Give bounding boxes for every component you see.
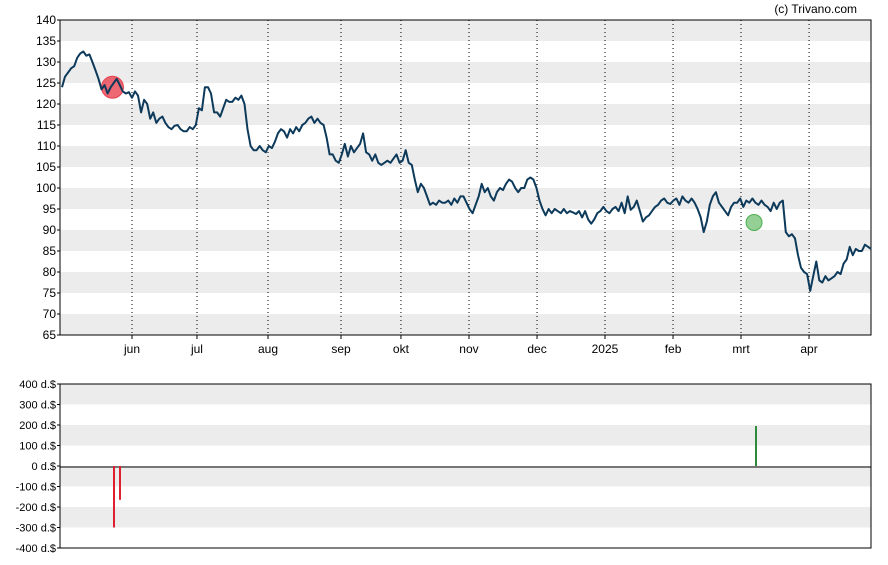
price-y-tick-label: 100 bbox=[36, 181, 56, 195]
price-y-tick-label: 85 bbox=[43, 244, 57, 258]
price-plot-frame bbox=[59, 19, 872, 336]
price-x-axis: jun jul aug sep okt nov dec 2025 feb mrt apr bbox=[123, 335, 818, 356]
credit-text: (c) Trivano.com bbox=[774, 2, 857, 16]
grid-band bbox=[60, 272, 871, 293]
month-label: feb bbox=[665, 342, 682, 356]
month-label: dec bbox=[527, 342, 546, 356]
grid-band bbox=[60, 62, 871, 83]
month-label: mrt bbox=[732, 342, 750, 356]
volume-y-tick-label: 300 d.$ bbox=[19, 400, 56, 412]
price-y-axis: 65 70 75 80 85 90 95 100 105 110 115 120 125 130 135 14… bbox=[36, 13, 60, 342]
price-y-tick-label: 90 bbox=[43, 223, 57, 237]
grid-band bbox=[60, 20, 871, 41]
grid-band bbox=[60, 314, 871, 335]
volume-y-tick-label: 400 d.$ bbox=[19, 379, 56, 391]
price-y-tick-label: 125 bbox=[36, 76, 56, 90]
month-label: okt bbox=[393, 342, 410, 356]
price-y-tick-label: 70 bbox=[43, 307, 57, 321]
price-y-tick-label: 120 bbox=[36, 97, 56, 111]
price-series-line bbox=[61, 50, 872, 292]
price-y-tick-label: 75 bbox=[43, 286, 57, 300]
price-y-tick-label: 130 bbox=[36, 55, 56, 69]
volume-bars bbox=[113, 426, 758, 528]
price-grid-bands bbox=[60, 20, 871, 335]
grid-band bbox=[60, 466, 871, 487]
price-y-tick-label: 135 bbox=[36, 34, 56, 48]
grid-band bbox=[60, 507, 871, 528]
volume-panel: 400 d.$ 300 d.$ 200 d.$ 100 d.$ 0 d.$ -100 d.… bbox=[16, 379, 872, 555]
volume-y-tick-label: 100 d.$ bbox=[19, 441, 56, 453]
grid-band bbox=[60, 104, 871, 125]
buy-signal-marker bbox=[745, 213, 763, 231]
volume-grid-bands bbox=[60, 384, 871, 528]
volume-y-tick-label: -300 d.$ bbox=[16, 523, 56, 535]
grid-band bbox=[60, 384, 871, 405]
volume-y-tick-label: -400 d.$ bbox=[16, 543, 56, 555]
grid-band bbox=[60, 425, 871, 446]
price-month-gridlines bbox=[131, 20, 810, 335]
price-y-tick-label: 95 bbox=[43, 202, 57, 216]
price-y-tick-label: 140 bbox=[36, 13, 56, 27]
volume-y-tick-label: -200 d.$ bbox=[16, 502, 56, 514]
price-y-tick-label: 110 bbox=[37, 139, 56, 153]
month-label: aug bbox=[258, 342, 278, 356]
month-label: jul bbox=[190, 342, 203, 356]
price-y-tick-label: 105 bbox=[36, 160, 56, 174]
grid-band bbox=[60, 146, 871, 167]
month-label: jun bbox=[123, 342, 140, 356]
price-y-tick-label: 115 bbox=[37, 118, 56, 132]
price-y-tick-label: 80 bbox=[43, 265, 57, 279]
month-label: 2025 bbox=[592, 342, 619, 356]
volume-y-tick-label: -100 d.$ bbox=[16, 482, 56, 494]
price-y-tick-label: 65 bbox=[43, 328, 57, 342]
price-panel: 65 70 75 80 85 90 95 100 105 110 115 120 125 130 135 14… bbox=[36, 13, 872, 356]
month-label: nov bbox=[459, 342, 478, 356]
grid-band bbox=[60, 230, 871, 251]
volume-y-tick-label: 200 d.$ bbox=[19, 420, 56, 432]
volume-y-axis: 400 d.$ 300 d.$ 200 d.$ 100 d.$ 0 d.$ -100 d.… bbox=[16, 379, 60, 555]
month-label: apr bbox=[800, 342, 817, 356]
volume-y-tick-label: 0 d.$ bbox=[32, 461, 56, 473]
month-label: sep bbox=[331, 342, 351, 356]
